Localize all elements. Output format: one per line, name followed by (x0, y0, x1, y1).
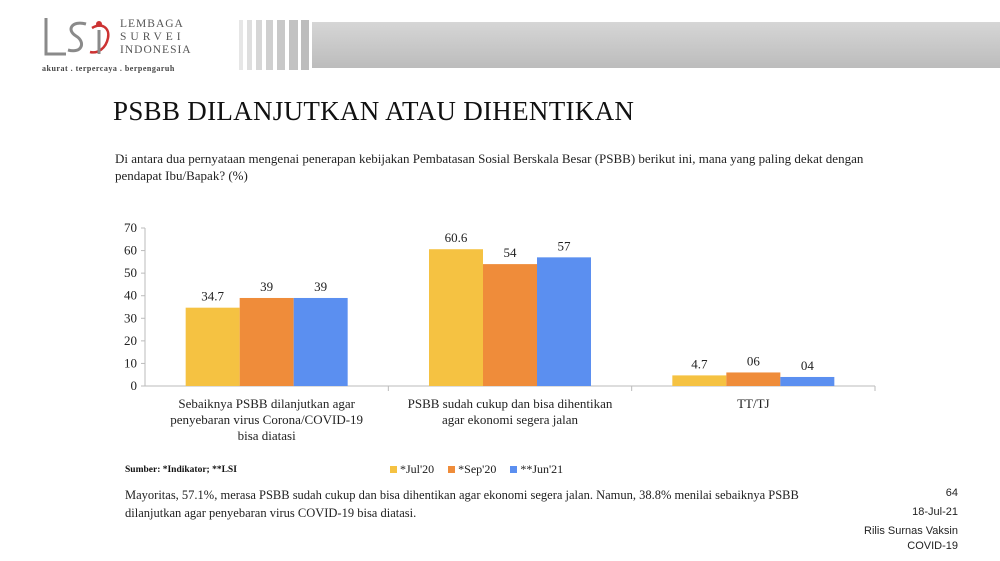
legend-item: **Jun'21 (510, 462, 563, 477)
legend-label: *Sep'20 (458, 461, 497, 476)
y-tick-label: 0 (131, 378, 138, 393)
question-text: Di antara dua pernyataan mengenai penera… (115, 151, 864, 183)
y-tick-label: 60 (124, 243, 137, 258)
bar-data-label: 34.7 (201, 289, 224, 304)
bar (293, 297, 348, 386)
x-category-label: bisa diatasi (238, 428, 297, 443)
bar (672, 375, 727, 386)
y-tick-label: 70 (124, 220, 137, 235)
bar (429, 249, 483, 386)
bar-data-label: 57 (558, 238, 572, 253)
release-date: 18-Jul-21 (912, 506, 958, 518)
logo-tagline: akurat . terpercaya . berpengaruh (42, 64, 175, 73)
page-number: 64 (945, 487, 958, 499)
bar-data-label: 39 (314, 279, 327, 294)
bar-data-label: 60.6 (445, 230, 468, 245)
footer-line1: Rilis Surnas Vaksin (864, 525, 958, 537)
page-title: PSBB DILANJUTKAN ATAU DIHENTIKAN (113, 96, 635, 126)
bar-data-label: 04 (801, 358, 815, 373)
bar (185, 307, 240, 386)
bar-data-label: 06 (747, 353, 761, 368)
source-note: Sumber: *Indikator; **LSI (125, 465, 237, 475)
header-band (312, 22, 1000, 68)
lsi-logo-mark-icon (44, 18, 110, 56)
y-tick-label: 30 (124, 310, 137, 325)
x-category-label: PSBB sudah cukup dan bisa dihentikan (408, 396, 613, 411)
legend-label: *Jul'20 (400, 461, 435, 476)
logo-text-line2: SURVEI (120, 31, 185, 43)
legend-swatch (448, 465, 456, 473)
bar (483, 264, 537, 386)
legend-item: *Jul'20 (390, 462, 434, 477)
chart-legend: *Jul'20 *Sep'20 **Jun'21 (390, 460, 563, 478)
y-tick-label: 10 (124, 355, 137, 370)
bar (780, 376, 835, 386)
logo-text-line3: INDONESIA (120, 44, 192, 56)
bar-data-label: 4.7 (691, 356, 708, 371)
bar (239, 297, 294, 386)
x-category-label: penyebaran virus Corona/COVID-19 (170, 412, 363, 427)
x-category-label: TT/TJ (737, 396, 770, 411)
header: LEMBAGA SURVEI INDONESIA akurat . terper… (0, 0, 1000, 80)
legend-swatch (390, 465, 397, 473)
summary-text: Mayoritas, 57.1%, merasa PSBB sudah cuku… (125, 488, 799, 520)
bar (726, 372, 781, 386)
lsi-logo: LEMBAGA SURVEI INDONESIA akurat . terper… (42, 14, 232, 74)
logo-text-line1: LEMBAGA (120, 18, 184, 30)
x-category-label: agar ekonomi segera jalan (442, 412, 579, 427)
legend-item: *Sep'20 (448, 462, 496, 477)
legend-swatch (510, 465, 518, 473)
footer-line2: COVID-19 (907, 540, 958, 552)
x-category-label: Sebaiknya PSBB dilanjutkan agar (178, 396, 355, 411)
bar-data-label: 54 (504, 245, 518, 260)
decorative-stripes (239, 20, 309, 70)
legend-label: **Jun'21 (520, 461, 564, 476)
bars: 34.7 39 39 60.6 54 57 4.7 06 04 (185, 230, 835, 386)
bar (537, 257, 591, 386)
y-tick-label: 20 (124, 333, 137, 348)
bar-data-label: 39 (260, 279, 273, 294)
x-axis-labels: Sebaiknya PSBB dilanjutkan agarpenyebara… (170, 386, 876, 443)
y-tick-label: 40 (124, 288, 137, 303)
y-tick-label: 50 (124, 265, 137, 280)
